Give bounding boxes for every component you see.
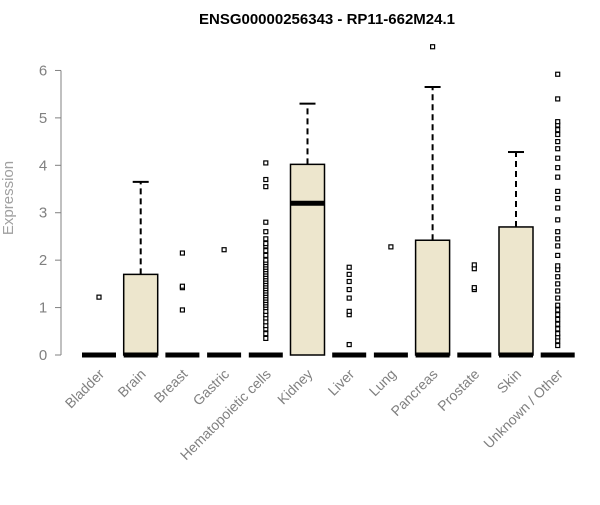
outlier-point: [555, 295, 561, 301]
x-tick-label: Unknown / Other: [480, 366, 566, 452]
outlier-point: [555, 342, 561, 349]
outlier-point: [221, 247, 227, 253]
outlier-point: [555, 165, 561, 171]
outlier-point: [263, 229, 269, 235]
outlier-point: [430, 44, 436, 50]
outlier-point: [263, 240, 269, 247]
outlier-point: [179, 250, 185, 256]
box-group: [540, 71, 575, 358]
x-tick-label: Bladder: [62, 366, 108, 412]
outlier-point: [263, 257, 269, 263]
box-iqr: [289, 163, 326, 356]
outlier-point: [263, 331, 269, 337]
x-tick-label: Liver: [325, 366, 358, 399]
y-tick-label: 2: [39, 252, 47, 269]
outlier-point: [346, 271, 352, 277]
outlier-point: [346, 264, 352, 270]
outlier-point: [471, 262, 477, 268]
outlier-point: [388, 244, 394, 250]
outlier-point: [346, 341, 352, 348]
outlier-point: [555, 288, 561, 294]
outlier-point: [555, 127, 561, 133]
x-tick-label: Brain: [114, 366, 148, 400]
outlier-point: [555, 205, 561, 211]
y-tick-label: 3: [39, 205, 47, 222]
outlier-point: [555, 96, 561, 102]
y-tick-label: 6: [39, 62, 47, 79]
outlier-point: [263, 248, 269, 254]
outlier-point: [555, 138, 561, 145]
box-group: [248, 160, 283, 358]
box-group: [82, 294, 116, 358]
outlier-point: [346, 308, 352, 314]
box-iqr: [414, 239, 451, 356]
outlier-point: [555, 243, 561, 249]
outlier-point: [179, 283, 185, 289]
outlier-point: [179, 307, 185, 313]
box-iqr: [498, 226, 534, 356]
outlier-point: [555, 131, 561, 138]
x-tick-label: Prostate: [434, 366, 482, 414]
box-group: [122, 180, 159, 358]
y-tick-label: 5: [39, 110, 47, 127]
outlier-point: [263, 160, 269, 166]
outlier-point: [555, 331, 561, 337]
box-group: [373, 244, 408, 358]
outlier-point: [555, 236, 561, 242]
box-group: [414, 44, 451, 358]
box-group: [332, 264, 367, 358]
outlier-point: [263, 335, 269, 342]
outlier-point: [346, 295, 352, 301]
outlier-point: [555, 229, 561, 235]
outlier-point: [555, 263, 561, 269]
outlier-point: [555, 188, 561, 194]
outlier-point: [555, 71, 561, 77]
y-tick-label: 1: [39, 300, 47, 317]
outlier-point: [263, 236, 269, 242]
outlier-point: [555, 155, 561, 161]
outlier-point: [555, 302, 561, 308]
outlier-point: [555, 217, 561, 223]
y-axis: 0 1 2 3 4 5 6: [39, 62, 62, 364]
outlier-point: [346, 278, 352, 285]
x-tick-label: Breast: [151, 366, 191, 406]
box-group: [498, 151, 534, 358]
outlier-point: [263, 176, 269, 183]
outlier-point: [555, 174, 561, 180]
x-tick-label: Skin: [494, 366, 525, 397]
outlier-point: [555, 312, 561, 318]
outlier-point: [555, 146, 561, 152]
outlier-point: [555, 252, 561, 259]
outlier-point: [96, 294, 102, 300]
boxes-layer: [82, 44, 575, 358]
outlier-point: [346, 286, 352, 293]
outlier-point: [555, 316, 561, 323]
outlier-point: [471, 285, 477, 291]
outlier-point: [555, 321, 561, 327]
y-tick-label: 4: [39, 157, 47, 174]
chart-title: ENSG00000256343 - RP11-662M24.1: [199, 11, 455, 28]
box-group: [165, 250, 200, 358]
outlier-point: [263, 184, 269, 190]
outlier-point: [555, 195, 561, 202]
outlier-point: [555, 307, 561, 313]
outlier-point: [555, 119, 561, 125]
outlier-point: [263, 252, 269, 259]
outlier-point: [263, 219, 269, 225]
box-group: [289, 102, 326, 356]
outlier-point: [555, 274, 561, 280]
y-axis-label: Expression: [0, 161, 17, 235]
outlier-point: [555, 281, 561, 287]
outlier-point: [555, 326, 561, 332]
x-tick-label: Lung: [366, 366, 399, 399]
box-group: [207, 247, 242, 358]
box-iqr: [122, 273, 159, 356]
y-tick-label: 0: [39, 347, 47, 364]
box-group: [457, 262, 492, 358]
x-tick-label: Kidney: [274, 366, 316, 408]
